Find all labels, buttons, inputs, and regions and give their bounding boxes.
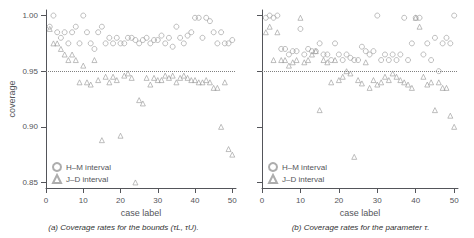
svg-text:J–D interval: J–D interval	[282, 175, 324, 184]
svg-text:(a) Coverage rates for the bou: (a) Coverage rates for the bounds (τL, τ…	[48, 223, 199, 232]
svg-text:(b) Coverage rates for the par: (b) Coverage rates for the parameter τ.	[292, 223, 430, 232]
svg-text:H–M interval: H–M interval	[282, 163, 327, 172]
svg-text:10: 10	[79, 196, 88, 205]
svg-text:30: 30	[153, 196, 162, 205]
svg-text:1.00: 1.00	[22, 11, 38, 20]
svg-text:20: 20	[116, 196, 125, 205]
svg-text:J–D interval: J–D interval	[66, 175, 108, 184]
svg-text:coverage: coverage	[7, 80, 17, 117]
svg-text:20: 20	[334, 196, 343, 205]
svg-text:0.85: 0.85	[22, 178, 38, 187]
svg-text:30: 30	[373, 196, 382, 205]
svg-text:0: 0	[260, 196, 265, 205]
svg-text:50: 50	[228, 196, 237, 205]
svg-text:0: 0	[44, 196, 49, 205]
svg-text:case label: case label	[340, 208, 381, 218]
svg-text:case label: case label	[121, 208, 162, 218]
svg-text:10: 10	[296, 196, 305, 205]
svg-text:0.90: 0.90	[22, 122, 38, 131]
svg-text:40: 40	[191, 196, 200, 205]
svg-text:H–M interval: H–M interval	[66, 163, 111, 172]
svg-text:50: 50	[450, 196, 459, 205]
svg-text:40: 40	[411, 196, 420, 205]
svg-text:0.95: 0.95	[22, 67, 38, 76]
